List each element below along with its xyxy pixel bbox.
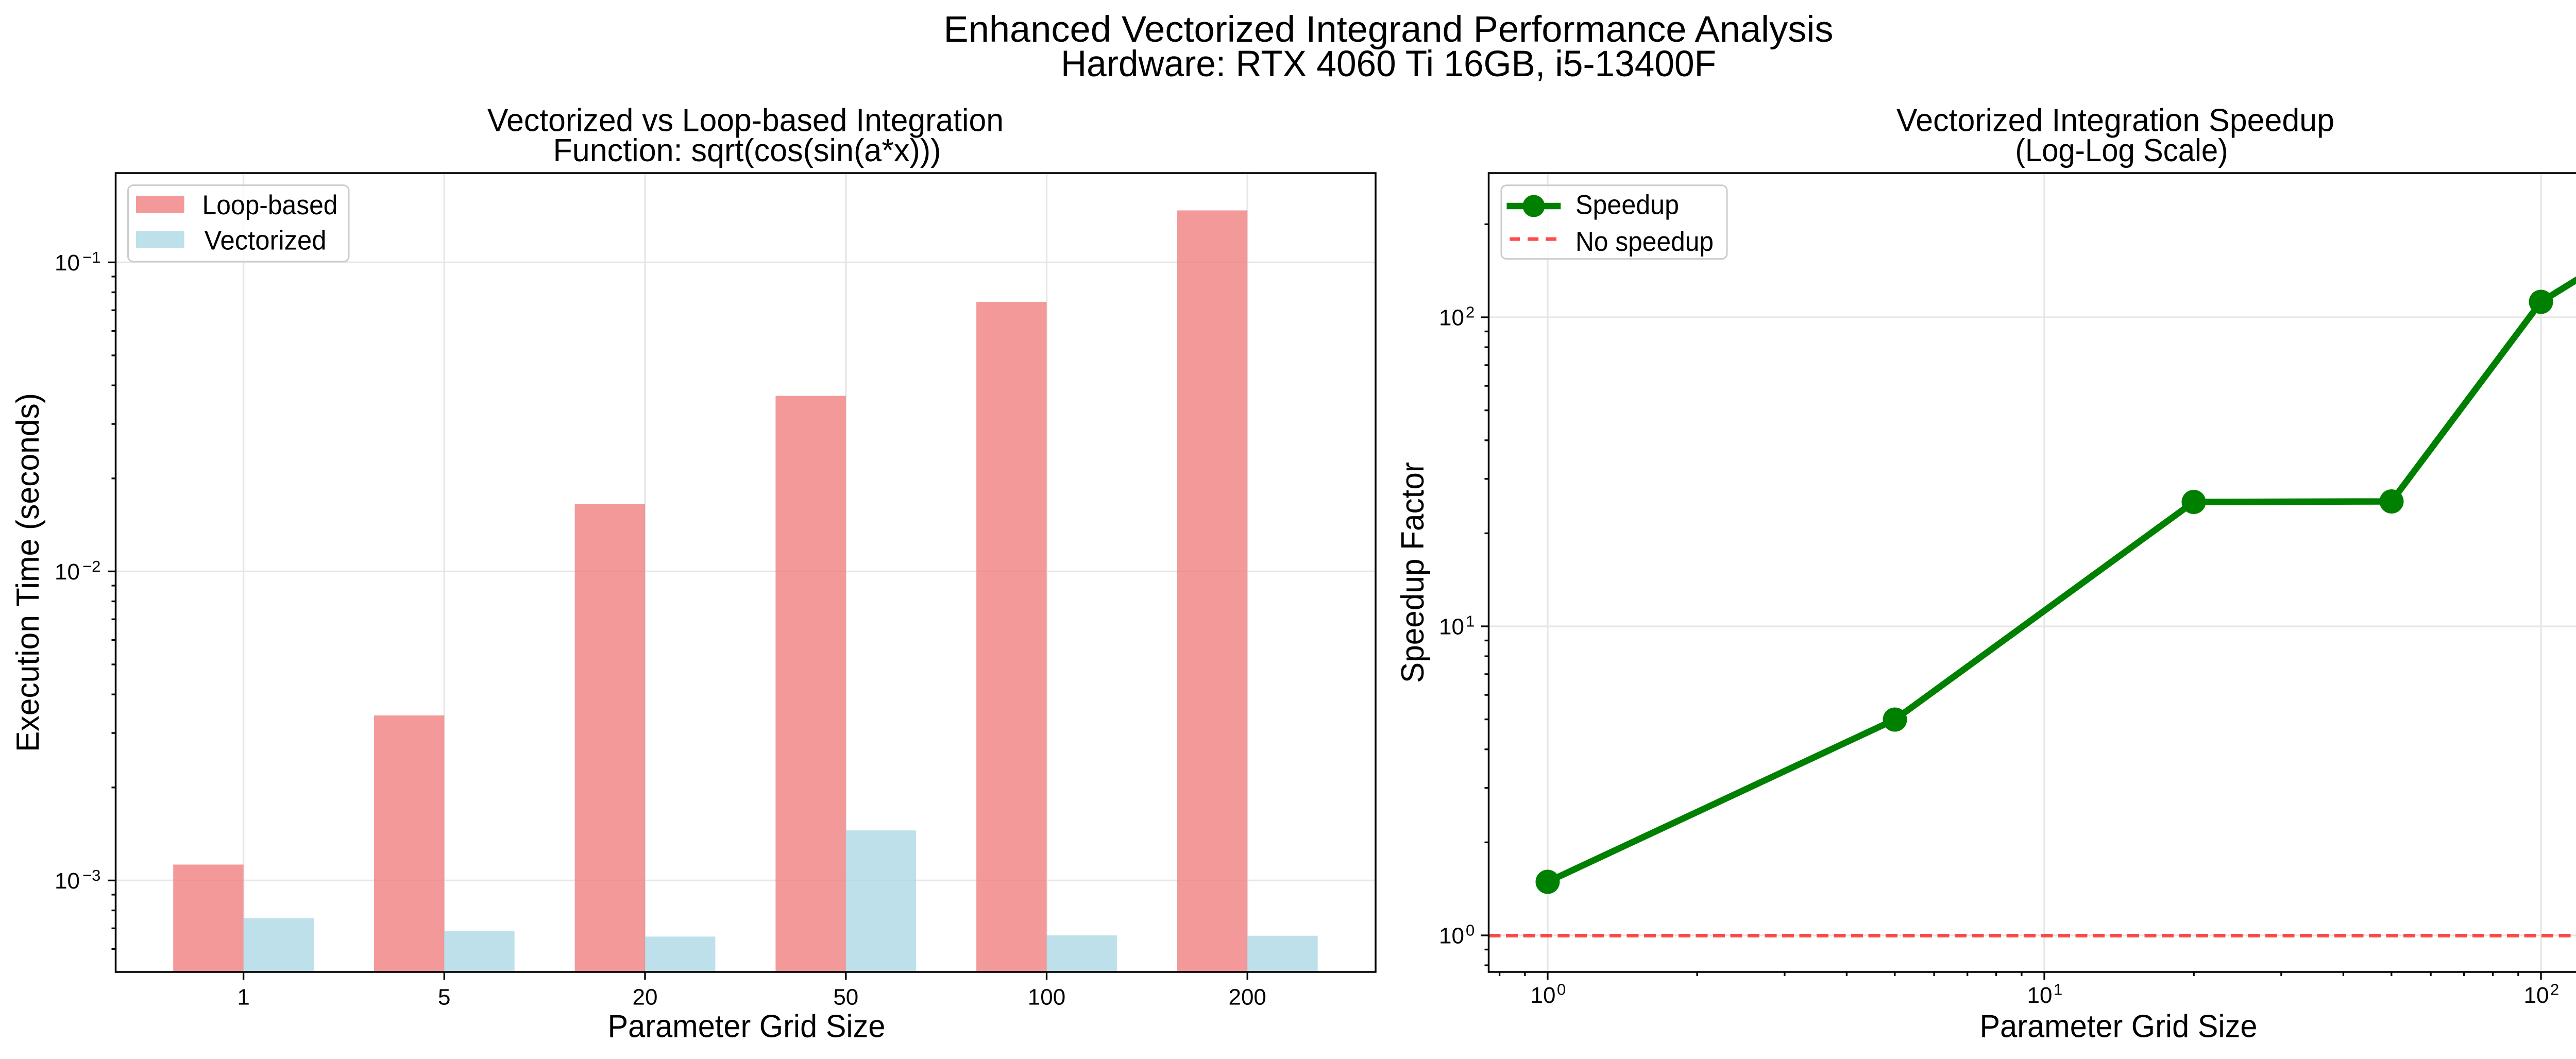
svg-text:10: 10 — [1439, 924, 1464, 949]
svg-text:Hardware: RTX 4060 Ti 16GB, i5: Hardware: RTX 4060 Ti 16GB, i5-13400F — [1061, 44, 1716, 84]
svg-text:0: 0 — [1557, 981, 1566, 999]
svg-text:−1: −1 — [82, 248, 100, 266]
svg-text:Function: sqrt(cos(sin(a*x))): Function: sqrt(cos(sin(a*x))) — [553, 133, 941, 168]
svg-text:Enhanced Vectorized Integrand: Enhanced Vectorized Integrand Performanc… — [944, 9, 1834, 50]
svg-text:10: 10 — [55, 559, 80, 585]
svg-text:10: 10 — [55, 868, 80, 894]
svg-text:Speedup: Speedup — [1575, 190, 1679, 220]
svg-text:50: 50 — [833, 984, 858, 1010]
svg-text:−3: −3 — [82, 866, 100, 884]
svg-text:200: 200 — [1228, 984, 1266, 1010]
svg-text:10: 10 — [1439, 614, 1464, 640]
svg-text:10: 10 — [2524, 983, 2549, 1008]
svg-text:Loop-based: Loop-based — [202, 190, 338, 220]
svg-text:Vectorized: Vectorized — [205, 226, 327, 256]
svg-text:1: 1 — [1466, 612, 1475, 630]
svg-text:10: 10 — [2027, 983, 2053, 1008]
svg-text:2: 2 — [1466, 303, 1475, 321]
svg-text:Speedup Factor: Speedup Factor — [1395, 462, 1431, 683]
svg-text:No speedup: No speedup — [1575, 227, 1714, 257]
svg-text:2: 2 — [2550, 981, 2559, 999]
svg-text:−2: −2 — [82, 557, 100, 575]
svg-text:Vectorized Integration Speedup: Vectorized Integration Speedup — [1896, 103, 2334, 139]
svg-text:1: 1 — [2054, 981, 2062, 999]
svg-text:Execution Time (seconds): Execution Time (seconds) — [10, 393, 46, 752]
svg-text:10: 10 — [1531, 983, 1556, 1008]
svg-text:Parameter Grid Size: Parameter Grid Size — [608, 1009, 886, 1045]
svg-text:Parameter Grid Size: Parameter Grid Size — [1980, 1009, 2258, 1045]
svg-text:Vectorized vs Loop-based Integ: Vectorized vs Loop-based Integration — [487, 103, 1004, 139]
svg-text:10: 10 — [1439, 305, 1464, 331]
svg-text:10: 10 — [55, 250, 80, 276]
svg-text:(Log-Log Scale): (Log-Log Scale) — [2015, 133, 2228, 168]
svg-text:20: 20 — [633, 984, 658, 1010]
svg-text:1: 1 — [237, 984, 249, 1010]
svg-text:100: 100 — [1028, 984, 1065, 1010]
svg-text:5: 5 — [438, 984, 450, 1010]
svg-text:0: 0 — [1466, 921, 1475, 940]
